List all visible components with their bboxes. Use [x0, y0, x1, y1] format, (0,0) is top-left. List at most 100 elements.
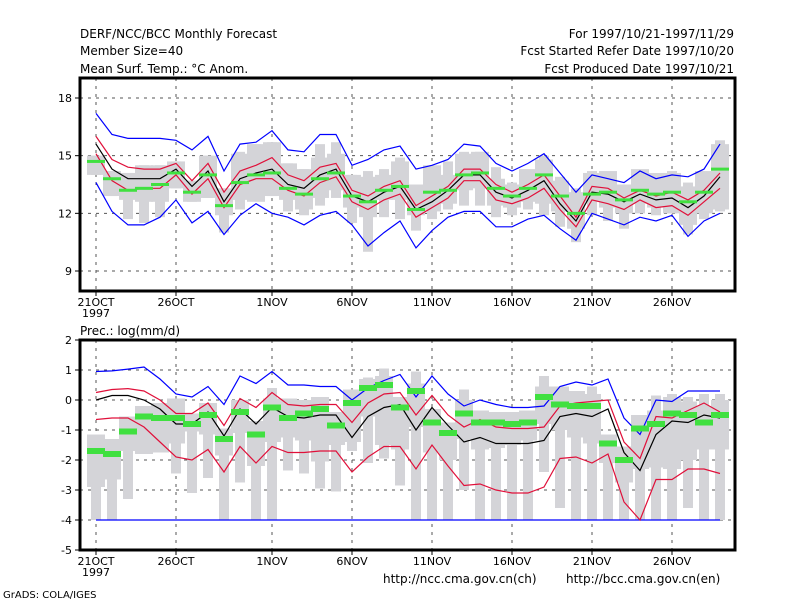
- median-marker: [535, 173, 553, 177]
- median-marker: [327, 422, 345, 429]
- interquartile-box: [663, 397, 681, 469]
- interquartile-box: [135, 165, 153, 202]
- interquartile-box: [647, 410, 665, 468]
- median-marker: [295, 410, 313, 417]
- median-marker: [439, 430, 457, 436]
- median-marker: [551, 194, 569, 198]
- chart-title: DERF/NCC/BCC Monthly Forecast: [80, 27, 277, 41]
- interquartile-box: [375, 174, 393, 200]
- max-line: [95, 113, 721, 194]
- median-marker: [247, 431, 265, 438]
- interquartile-box: [119, 172, 137, 200]
- median-marker: [167, 171, 185, 175]
- median-marker: [487, 419, 505, 426]
- median-marker: [567, 403, 585, 409]
- median-marker: [567, 211, 585, 215]
- interquartile-box: [279, 163, 297, 200]
- year-label: 1997: [82, 566, 110, 579]
- median-marker: [119, 188, 137, 192]
- median-marker: [231, 181, 249, 185]
- median-marker: [263, 171, 281, 175]
- lower-spread-line: [95, 153, 721, 228]
- median-marker: [647, 421, 665, 427]
- median-marker: [503, 194, 521, 198]
- median-marker: [695, 190, 713, 194]
- median-marker: [583, 403, 601, 409]
- forecast-produced-date: Fcst Produced Date 1997/10/21: [544, 62, 734, 76]
- y-tick-label: -4: [61, 514, 72, 527]
- median-marker: [679, 412, 697, 418]
- x-tick-label: 26OCT: [157, 296, 194, 309]
- median-marker: [391, 184, 409, 188]
- interquartile-box: [199, 403, 217, 435]
- median-marker: [647, 192, 665, 196]
- whisker-bar: [491, 412, 501, 520]
- median-marker: [359, 200, 377, 204]
- median-marker: [391, 404, 409, 411]
- median-marker: [359, 385, 377, 391]
- whisker-bar: [587, 386, 597, 520]
- interquartile-box: [615, 446, 633, 483]
- interquartile-box: [231, 400, 249, 433]
- whisker-bar: [507, 412, 517, 520]
- interquartile-box: [455, 153, 473, 191]
- median-marker: [407, 388, 425, 394]
- median-marker: [519, 186, 537, 190]
- whisker-bar: [555, 386, 565, 508]
- whisker-bar: [619, 446, 629, 520]
- plot-frame: [78, 338, 737, 552]
- lower-spread-line: [95, 417, 721, 522]
- median-marker: [119, 428, 137, 435]
- median-marker: [711, 167, 729, 171]
- median-marker: [583, 192, 601, 196]
- whisker-bar: [187, 413, 197, 493]
- x-tick-label: 6NOV: [336, 296, 368, 309]
- median-marker: [87, 159, 105, 163]
- x-tick-label: 26NOV: [653, 296, 692, 309]
- forecast-period: For 1997/10/21-1997/11/29: [569, 27, 734, 41]
- median-marker: [631, 425, 649, 432]
- whisker-bar: [123, 416, 133, 499]
- url-chinese-link[interactable]: http://ncc.cma.gov.cn(ch): [383, 572, 537, 586]
- url-english-link[interactable]: http://bcc.cma.gov.cn(en): [566, 572, 720, 586]
- median-marker: [327, 171, 345, 175]
- median-marker: [663, 410, 681, 417]
- interquartile-box: [679, 186, 697, 225]
- interquartile-box: [407, 383, 425, 427]
- median-marker: [615, 457, 633, 463]
- median-marker: [279, 415, 297, 421]
- interquartile-box: [487, 412, 505, 448]
- median-marker: [423, 190, 441, 194]
- x-tick-label: 26OCT: [157, 555, 194, 568]
- whisker-bar: [523, 410, 533, 520]
- median-marker: [407, 207, 425, 211]
- x-tick-label: 16NOV: [493, 296, 532, 309]
- median-marker: [215, 436, 233, 442]
- median-marker: [423, 419, 441, 426]
- interquartile-box: [711, 400, 729, 450]
- plot-frame: [78, 76, 737, 293]
- min-line: [95, 182, 721, 249]
- y-tick-label: 0: [65, 394, 72, 407]
- y-tick-label: -5: [61, 544, 72, 557]
- bottom-medians: [87, 382, 729, 463]
- ensemble-mean-line: [95, 143, 721, 223]
- interquartile-box: [359, 176, 377, 218]
- interquartile-box: [631, 169, 649, 204]
- median-marker: [615, 198, 633, 202]
- median-marker: [343, 194, 361, 198]
- whisker-bar: [411, 371, 421, 520]
- median-marker: [663, 190, 681, 194]
- median-marker: [231, 409, 249, 415]
- bottom-variable-label: Prec.: log(mm/d): [80, 324, 180, 338]
- median-marker: [519, 419, 537, 426]
- member-size: Member Size=40: [80, 44, 183, 58]
- whisker-bar: [235, 400, 245, 483]
- interquartile-box: [471, 410, 489, 450]
- median-marker: [295, 192, 313, 196]
- y-tick-label: 12: [58, 207, 72, 220]
- whisker-bar: [443, 422, 453, 520]
- interquartile-box: [471, 151, 489, 189]
- interquartile-box: [103, 439, 121, 480]
- x-tick-label: 11NOV: [413, 296, 452, 309]
